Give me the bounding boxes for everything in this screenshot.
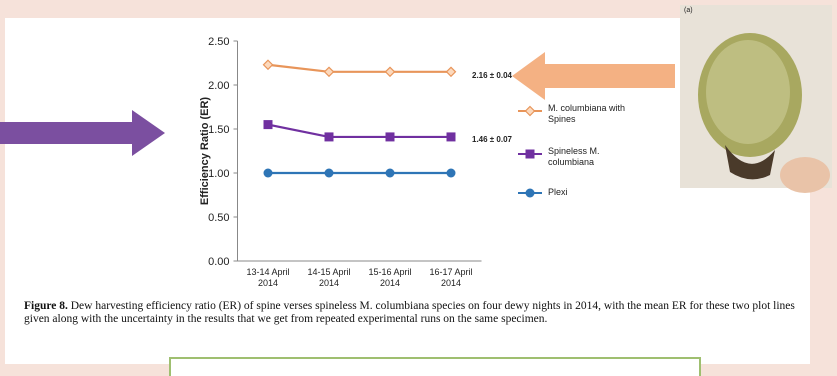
data-point	[446, 168, 456, 178]
x-tick-label: 14-15 April 2014	[307, 267, 351, 288]
data-point	[262, 59, 274, 71]
legend-label: Plexi	[548, 187, 568, 197]
data-point	[323, 66, 335, 78]
data-point	[324, 168, 334, 178]
next-box	[169, 357, 701, 376]
data-point	[263, 120, 273, 130]
annotation: 1.46 ± 0.07	[472, 135, 513, 144]
x-tick-label: 13-14 April 2014	[246, 267, 290, 288]
data-point	[263, 168, 273, 178]
cactus-photo: (a)	[680, 5, 832, 193]
data-point	[445, 66, 457, 78]
figure-panel	[5, 18, 810, 364]
x-tick-label: 16-17 April 2014	[429, 267, 473, 288]
y-tick-label: 1.00	[208, 168, 229, 180]
y-axis-label: Efficiency Ratio (ER)	[199, 97, 211, 206]
purple-arrow	[0, 110, 165, 156]
legend-label: Spineless M. columbiana	[548, 146, 600, 167]
data-line	[267, 123, 451, 139]
legend-marker	[524, 105, 536, 117]
data-point	[384, 66, 396, 78]
legend-marker	[525, 149, 535, 159]
data-point	[446, 132, 456, 142]
annotation: 2.16 ± 0.04	[472, 71, 513, 80]
caption-label: Figure 8.	[24, 300, 68, 312]
photo-label: (a)	[684, 7, 693, 14]
y-tick-label: 2.50	[208, 36, 229, 48]
legend-marker	[525, 188, 535, 198]
legend-label: M. columbiana with Spines	[548, 103, 626, 124]
data-point	[324, 132, 334, 142]
y-tick-label: 2.00	[208, 80, 229, 92]
data-line	[267, 63, 451, 73]
caption-text: Dew harvesting efficiency ratio (ER) of …	[24, 300, 795, 325]
caption: Figure 8. Dew harvesting efficiency rati…	[24, 300, 799, 326]
data-point	[385, 132, 395, 142]
x-tick-label: 15-16 April 2014	[368, 267, 412, 288]
orange-arrow	[512, 52, 675, 100]
y-tick-label: 0.00	[208, 256, 229, 268]
y-tick-label: 1.50	[208, 124, 229, 136]
y-tick-label: 0.50	[208, 212, 229, 224]
data-point	[385, 168, 395, 178]
